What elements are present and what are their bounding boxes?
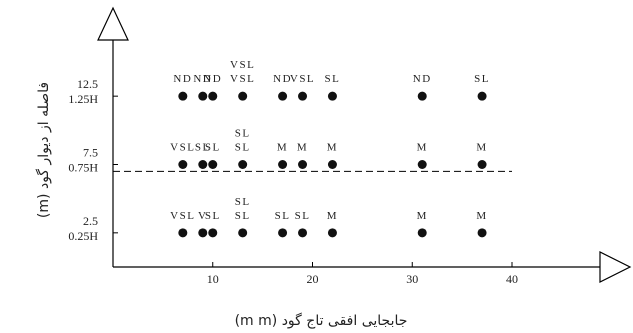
data-point [208,91,218,101]
data-point [198,228,208,238]
point-label: ND [273,73,292,85]
x-tick-label: 30 [406,272,418,286]
data-point [417,91,427,101]
data-point [298,228,308,238]
data-point [198,160,208,169]
x-axis-arrow-icon [599,251,632,283]
point-label: VSL [230,73,255,85]
data-point [278,91,288,101]
point-label: ND [193,73,212,85]
data-point [477,91,487,101]
data-point [178,91,188,101]
point-label: M [417,210,428,222]
point-label: VSL [170,210,195,222]
point-label: ND [203,73,222,85]
x-tick-label: 10 [207,272,219,286]
y-tick-label: 12.5 [77,77,98,91]
point-label: V [198,210,207,222]
data-point [477,160,487,169]
point-label: SL [235,196,251,208]
y-axis-arrow-icon [97,6,129,41]
y-tick-label-h: 0.75H [68,161,98,175]
data-point [208,160,218,169]
data-point [238,228,248,238]
y-tick-label-h: 1.25H [68,92,98,106]
data-point [178,228,188,238]
point-label: VSL [290,73,315,85]
point-label: M [277,142,288,154]
data-point [178,160,188,169]
point-label: M [297,142,308,154]
data-point [417,160,427,169]
data-point [208,228,218,238]
y-tick-label: 7.5 [83,146,98,160]
data-point [278,160,288,169]
data-point [327,160,337,169]
point-label: M [417,142,428,154]
point-label: SL [235,128,251,140]
axes [97,6,632,283]
data-point [327,228,337,238]
point-label: M [327,142,338,154]
point-label: SL [275,210,291,222]
data-point [198,91,208,101]
y-tick-label: 2.5 [83,214,98,228]
y-tick-label-h: 0.25H [68,229,98,243]
data-point [417,228,427,238]
point-label: SL [205,210,221,222]
point-label: ND [173,73,192,85]
x-tick-label: 20 [307,272,319,286]
point-label: M [476,142,487,154]
point-label: SL [195,142,211,154]
point-label: SL [474,73,490,85]
point-label: SL [205,142,221,154]
data-point [278,228,288,238]
point-label: SL [325,73,341,85]
ticks: 10 20 30 40 2.50.25H 7.50.75H 12.51.25H [68,77,518,286]
data-point [238,160,248,169]
point-label: SL [235,142,251,154]
data-point [327,91,337,101]
point-label: SL [235,210,251,222]
data-point [477,228,487,238]
point-label: VSL [230,59,255,71]
point-label: M [476,210,487,222]
data-point [238,91,248,101]
x-axis-label: جابجایی افقی تاج گود (m m) [235,312,408,329]
point-label: M [327,210,338,222]
x-tick-label: 40 [506,272,518,286]
point-label: VSL [170,142,195,154]
data-point [298,91,308,101]
y-axis-label: فاصله از دیوار گود (m) [35,82,52,218]
point-label: SL [295,210,311,222]
point-label: ND [413,73,432,85]
data-point [298,160,308,169]
